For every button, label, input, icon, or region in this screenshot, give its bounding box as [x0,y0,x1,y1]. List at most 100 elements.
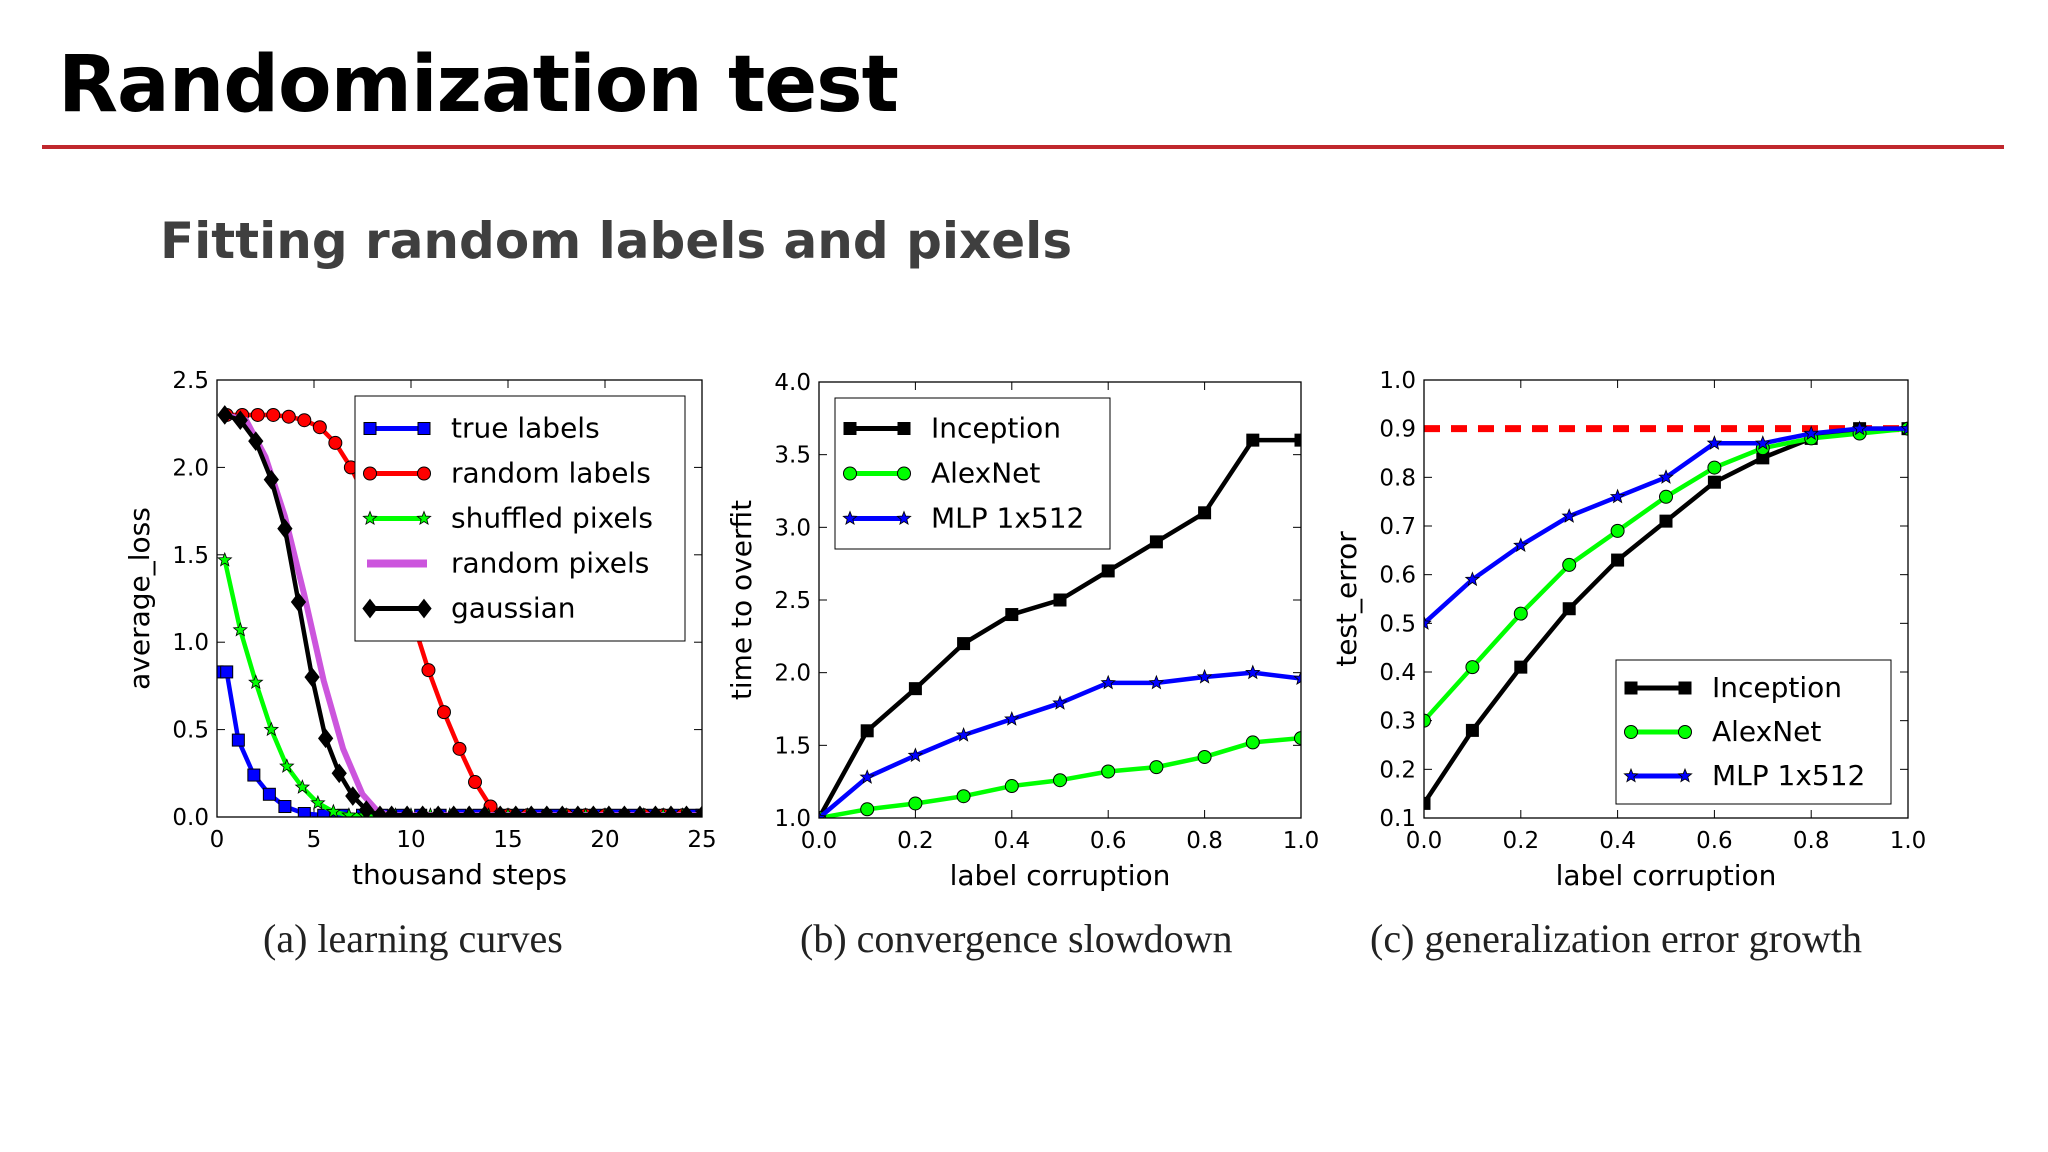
x-tick-label: 0.8 [1793,828,1830,854]
x-axis-label: label corruption [950,859,1171,892]
y-axis-label: test_error [1330,531,1363,667]
x-tick-label: 0.4 [1599,828,1636,854]
data-point-gaussian [461,805,477,817]
y-tick-label: 1.5 [774,733,811,759]
data-point-shuffled-pixels [263,721,280,737]
data-point-gaussian [318,728,334,749]
legend-label: shuffled pixels [451,502,653,535]
y-tick-label: 0.0 [172,805,209,831]
title-underline [42,145,2004,149]
data-point-inception [1246,433,1260,447]
y-axis-label: average_loss [123,507,156,690]
data-point-gaussian [372,805,388,817]
data-point-gaussian [415,805,431,817]
y-tick-label: 1.0 [172,630,209,656]
caption-learning-curves: (a) learning curves [263,916,563,961]
data-point-random-labels [468,775,483,790]
data-point-inception [957,637,971,651]
data-point-mlp-1x512 [1100,674,1116,690]
data-point-mlp-1x512 [1513,537,1529,553]
data-point-shuffled-pixels [248,674,264,689]
data-point-mlp-1x512 [907,747,924,763]
data-point-mlp-1x512 [1755,435,1771,450]
y-tick-label: 3.0 [774,515,811,541]
data-point-true-labels [262,787,276,801]
data-point-shuffled-pixels [294,779,311,794]
caption-convergence-slowdown: (b) convergence slowdown [800,916,1233,961]
legend: Inception AlexNet MLP 1x512 [834,397,1111,550]
x-tick-label: 0.2 [1503,828,1540,854]
data-point-mlp-1x512 [1851,420,1868,436]
caption-generalization-error: (c) generalization error growth [1370,916,1862,961]
y-tick-label: 3.5 [774,443,811,469]
x-axis-label: label corruption [1556,859,1777,892]
x-axis-label: thousand steps [352,858,567,891]
y-tick-label: 4.0 [774,370,811,396]
axes-frame [1423,379,1909,819]
data-point-alexnet [1465,660,1480,675]
data-point-gaussian [694,805,702,817]
data-point-gaussian [647,805,664,817]
axes-frame [216,379,703,818]
data-point-inception [1294,433,1301,447]
data-point-shuffled-pixels [217,551,233,567]
x-tick-label: 1.0 [1890,828,1927,854]
legend-marker [363,466,377,481]
data-point-mlp-1x512 [1803,425,1819,441]
y-tick-label: 0.1 [1379,806,1416,832]
legend-label: MLP 1x512 [1712,759,1865,792]
data-point-alexnet [1004,779,1019,794]
legend-marker [362,510,378,526]
y-tick-label: 2.5 [172,368,209,394]
y-tick-label: 1.0 [774,806,811,832]
slide-subtitle: Fitting random labels and pixels [160,212,1073,270]
data-point-gaussian [248,431,264,451]
generalization-error-plot: 0.0 0.2 0.4 0.6 0.8 1.0 0.1 0.2 0.3 0.4 0.5 0.6 0.7 0… [1330,368,1927,892]
data-point-mlp-1x512 [1561,508,1577,523]
legend-marker [417,466,431,481]
data-point-alexnet [1659,489,1673,504]
legend: Inception AlexNet MLP 1x512 [1615,659,1892,805]
legend-marker [896,510,912,526]
generalization-error-chart: 0.0 0.2 0.4 0.6 0.8 1.0 0.1 0.2 0.3 0.4 0.5 0.6 0.7 0… [1320,360,1960,900]
data-point-random-labels [250,407,265,422]
data-point-gaussian [492,805,508,817]
data-point-mlp-1x512 [1706,435,1723,450]
y-tick-label: 0.4 [1379,660,1416,686]
data-point-gaussian [277,518,293,539]
plot-area [819,433,1301,818]
data-point-gaussian [399,805,415,817]
data-point-gaussian [554,805,570,817]
data-point-mlp-1x512 [1424,615,1432,630]
legend-marker [363,422,377,435]
data-point-inception [1562,602,1576,616]
data-point-random-labels [421,663,436,678]
convergence-slowdown-chart: 0.0 0.2 0.4 0.6 0.8 1.0 1.0 1.5 2.0 2.5 3.0 3.5 4.0 l… [715,360,1335,900]
data-point-inception [1101,564,1115,578]
legend-marker [843,422,857,435]
axes-frame [818,381,1302,819]
data-point-gaussian [290,592,307,612]
data-point-gaussian [358,800,375,817]
data-point-alexnet [1562,557,1577,572]
legend-label: MLP 1x512 [931,502,1084,535]
legend-marker [417,422,431,435]
data-point-gaussian [345,786,361,806]
x-tick-label: 0.0 [801,828,838,854]
y-tick-label: 0.3 [1379,709,1416,735]
data-point-inception [908,682,922,696]
data-point-gaussian [232,410,248,431]
legend-label: gaussian [451,592,576,625]
legend-marker [1624,725,1638,739]
legend-marker [1624,681,1638,695]
data-point-true-labels [278,800,292,814]
data-point-mlp-1x512 [1052,695,1068,710]
data-point-gaussian [523,805,539,817]
series-line-mlp-1x512 [819,670,1301,818]
plot-area [1424,420,1908,810]
data-point-mlp-1x512 [1658,469,1674,484]
x-tick-label: 10 [396,827,425,853]
data-point-random-labels [297,413,312,428]
data-point-alexnet [1513,606,1528,621]
data-point-gaussian [539,805,555,817]
